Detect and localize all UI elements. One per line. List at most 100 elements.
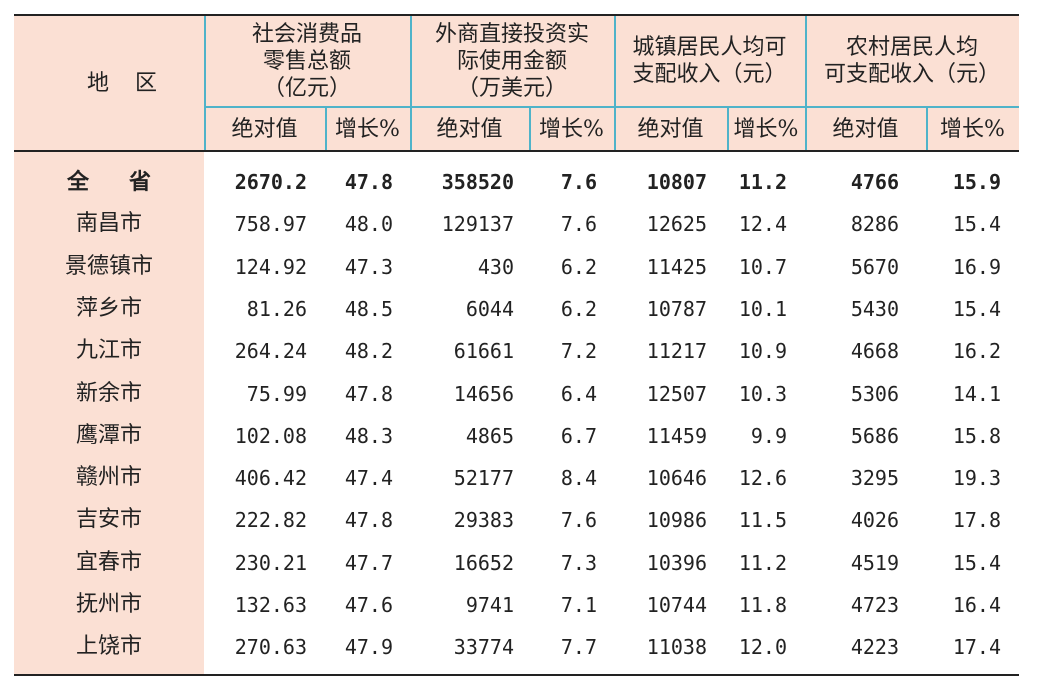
table-cell: 7.2 bbox=[560, 339, 597, 363]
table-cell: 4519 bbox=[850, 551, 899, 575]
table-cell: 48.2 bbox=[344, 339, 393, 363]
table-cell: 132.63 bbox=[234, 593, 307, 617]
table-cell: 19.3 bbox=[952, 466, 1001, 490]
table-cell: 47.8 bbox=[344, 382, 393, 406]
table-cell: 47.8 bbox=[344, 508, 393, 532]
table-cell: 4766 bbox=[850, 170, 899, 194]
rural-income-header: 农村居民人均 可支配收入（元） bbox=[805, 16, 1019, 106]
urban-income-header: 城镇居民人均可 支配收入（元） bbox=[614, 16, 805, 106]
table-cell: 17.8 bbox=[952, 508, 1001, 532]
row-region-label: 萍乡市 bbox=[75, 296, 142, 321]
table-cell: 10.1 bbox=[738, 297, 787, 321]
header-divider bbox=[204, 106, 1019, 108]
table-cell: 5306 bbox=[850, 382, 899, 406]
table-cell: 48.0 bbox=[344, 212, 393, 236]
table-cell: 10.3 bbox=[738, 382, 787, 406]
table-cell: 12.0 bbox=[738, 635, 787, 659]
row-region-label: 全省 bbox=[66, 169, 191, 195]
row-region-label: 抚州市 bbox=[75, 592, 142, 617]
table-cell: 124.92 bbox=[234, 255, 307, 279]
table-cell: 7.6 bbox=[560, 170, 597, 194]
table-cell: 102.08 bbox=[234, 424, 307, 448]
row-region-label: 赣州市 bbox=[75, 465, 142, 490]
table-cell: 10.9 bbox=[738, 339, 787, 363]
table-cell: 406.42 bbox=[234, 466, 307, 490]
table-cell: 7.6 bbox=[560, 212, 597, 236]
row-region-label: 景德镇市 bbox=[64, 254, 153, 279]
row-region-label: 吉安市 bbox=[75, 507, 142, 532]
table-cell: 5670 bbox=[850, 255, 899, 279]
table-cell: 10807 bbox=[646, 170, 707, 194]
table-cell: 11.8 bbox=[738, 593, 787, 617]
header-divider bbox=[410, 16, 412, 150]
table-cell: 10744 bbox=[646, 593, 707, 617]
table-cell: 15.8 bbox=[952, 424, 1001, 448]
header-line: 零售总额 bbox=[262, 48, 351, 74]
header-rule bbox=[14, 150, 1019, 152]
table-cell: 15.9 bbox=[952, 170, 1001, 194]
table-cell: 8286 bbox=[850, 212, 899, 236]
header-line: （万美元） bbox=[456, 75, 567, 101]
retail-sales-header: 社会消费品 零售总额 （亿元） bbox=[204, 16, 410, 106]
table-cell: 270.63 bbox=[234, 635, 307, 659]
row-region-label: 南昌市 bbox=[75, 211, 142, 236]
table-cell: 4723 bbox=[850, 593, 899, 617]
table-cell: 10787 bbox=[646, 297, 707, 321]
table-cell: 11217 bbox=[646, 339, 707, 363]
header-line: 可支配收入（元） bbox=[823, 62, 1000, 87]
table-cell: 29383 bbox=[453, 508, 514, 532]
header-divider bbox=[926, 106, 928, 150]
subheader-absolute: 绝对值 bbox=[832, 116, 899, 142]
table-cell: 48.3 bbox=[344, 424, 393, 448]
table-cell: 16652 bbox=[453, 551, 514, 575]
header-divider bbox=[805, 16, 807, 150]
table-cell: 17.4 bbox=[952, 635, 1001, 659]
table-cell: 12507 bbox=[646, 382, 707, 406]
table-cell: 47.8 bbox=[344, 170, 393, 194]
table-cell: 7.1 bbox=[560, 593, 597, 617]
table-cell: 6.2 bbox=[560, 297, 597, 321]
table-cell: 7.6 bbox=[560, 508, 597, 532]
foreign-investment-header: 外商直接投资实 际使用金额 （万美元） bbox=[410, 16, 614, 106]
table-cell: 230.21 bbox=[234, 551, 307, 575]
row-region-label: 鹰潭市 bbox=[75, 423, 142, 448]
table-cell: 47.4 bbox=[344, 466, 393, 490]
table-cell: 2670.2 bbox=[234, 170, 307, 194]
table-cell: 6.2 bbox=[560, 255, 597, 279]
subheader-absolute: 绝对值 bbox=[436, 116, 503, 142]
header-divider bbox=[529, 106, 531, 150]
row-region-label: 新余市 bbox=[75, 381, 142, 406]
table-cell: 7.7 bbox=[560, 635, 597, 659]
subheader-growth: 增长% bbox=[733, 116, 799, 142]
header-line: 社会消费品 bbox=[251, 21, 362, 47]
table-cell: 11.5 bbox=[738, 508, 787, 532]
table-cell: 10646 bbox=[646, 466, 707, 490]
table-cell: 4223 bbox=[850, 635, 899, 659]
region-column-background bbox=[14, 16, 204, 674]
header-divider bbox=[614, 16, 616, 150]
table-cell: 222.82 bbox=[234, 508, 307, 532]
header-background bbox=[204, 16, 1019, 150]
header-line: 外商直接投资实 bbox=[434, 21, 589, 47]
table-cell: 7.3 bbox=[560, 551, 597, 575]
table-cell: 47.9 bbox=[344, 635, 393, 659]
table-cell: 61661 bbox=[453, 339, 514, 363]
header-line: （亿元） bbox=[262, 75, 351, 101]
table-cell: 9.9 bbox=[750, 424, 787, 448]
top-rule bbox=[14, 14, 1019, 16]
table-cell: 9741 bbox=[465, 593, 514, 617]
subheader-absolute: 绝对值 bbox=[637, 116, 704, 142]
header-line: 际使用金额 bbox=[456, 48, 567, 74]
table-cell: 12.4 bbox=[738, 212, 787, 236]
table-cell: 6.7 bbox=[560, 424, 597, 448]
bottom-rule bbox=[14, 674, 1019, 676]
table-cell: 358520 bbox=[441, 170, 514, 194]
table-cell: 5430 bbox=[850, 297, 899, 321]
table-cell: 47.7 bbox=[344, 551, 393, 575]
row-region-label: 九江市 bbox=[75, 338, 142, 363]
table-cell: 14656 bbox=[453, 382, 514, 406]
table-cell: 10.7 bbox=[738, 255, 787, 279]
table-cell: 15.4 bbox=[952, 297, 1001, 321]
table-cell: 10986 bbox=[646, 508, 707, 532]
header-divider bbox=[204, 16, 206, 150]
